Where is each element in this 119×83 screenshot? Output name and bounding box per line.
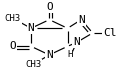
Text: N: N [78, 15, 85, 25]
Text: N: N [28, 23, 34, 33]
Text: O: O [46, 2, 53, 12]
Text: N: N [46, 50, 53, 60]
Text: Cl: Cl [103, 28, 117, 38]
Text: N: N [73, 37, 80, 47]
Text: O: O [9, 41, 16, 51]
Text: H: H [67, 50, 72, 59]
Text: CH3: CH3 [5, 14, 21, 23]
Text: CH3: CH3 [25, 60, 41, 69]
